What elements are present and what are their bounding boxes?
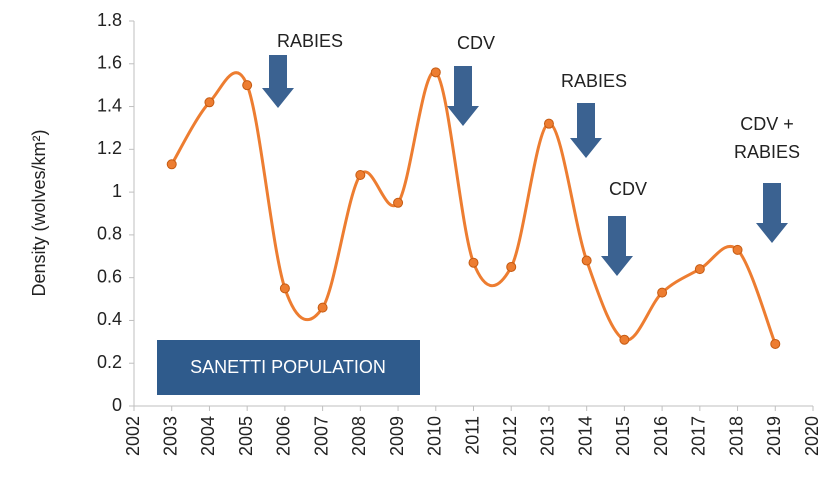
annotation-text: RABIES: [734, 142, 800, 162]
x-tick-label: 2005: [236, 416, 256, 456]
x-tick-label: 2008: [349, 416, 369, 456]
y-tick-label: 0.4: [97, 309, 122, 329]
data-point: [619, 334, 630, 345]
data-point: [279, 283, 290, 294]
y-axis-label: Density (wolves/km²): [29, 129, 49, 296]
x-tick-label: 2006: [274, 416, 294, 456]
data-point: [430, 67, 441, 78]
y-tick-label: 0.6: [97, 266, 122, 286]
x-tick-label: 2002: [123, 416, 143, 456]
data-point: [657, 287, 668, 298]
x-tick-label: 2015: [613, 416, 633, 456]
data-point: [732, 244, 743, 255]
data-point: [393, 197, 404, 208]
x-tick-label: 2017: [689, 416, 709, 456]
x-tick-label: 2014: [575, 416, 595, 456]
label-box: [157, 340, 420, 395]
annotation-arrow: [570, 103, 602, 158]
x-tick-label: 2011: [462, 416, 482, 455]
data-point: [581, 255, 592, 266]
series-label: SANETTI POPULATION: [190, 357, 386, 377]
annotation-text: RABIES: [561, 71, 627, 91]
data-point: [468, 257, 479, 268]
y-tick-label: 0.2: [97, 352, 122, 372]
annotation-text: CDV +: [740, 114, 794, 134]
data-point: [317, 302, 328, 313]
annotation-arrow: [601, 216, 633, 276]
annotation-arrow: [262, 55, 294, 108]
y-tick-label: 1.4: [97, 95, 122, 115]
x-tick-label: 2003: [160, 416, 180, 456]
data-point: [204, 97, 215, 108]
x-tick-label: 2019: [764, 416, 784, 456]
data-point: [506, 261, 517, 272]
y-tick-label: 0.8: [97, 224, 122, 244]
annotation-text: RABIES: [277, 31, 343, 51]
y-tick-label: 1.6: [97, 53, 122, 73]
data-point: [166, 159, 177, 170]
annotation-arrow: [756, 183, 788, 243]
y-tick-label: 1: [112, 181, 122, 201]
x-tick-label: 2018: [726, 416, 746, 456]
x-tick-label: 2007: [311, 416, 331, 456]
data-point: [770, 338, 781, 349]
y-tick-label: 0: [112, 395, 122, 415]
x-tick-label: 2016: [651, 416, 671, 456]
annotation-text: CDV: [609, 179, 647, 199]
x-tick-label: 2009: [387, 416, 407, 456]
x-tick-label: 2020: [802, 416, 822, 456]
x-tick-label: 2004: [198, 416, 218, 456]
data-point: [355, 170, 366, 180]
annotation-text: CDV: [457, 33, 495, 53]
y-tick-label: 1.2: [97, 138, 122, 158]
x-tick-label: 2013: [538, 416, 558, 456]
x-tick-label: 2010: [425, 416, 445, 456]
data-point: [543, 118, 554, 129]
x-tick-label: 2012: [500, 416, 520, 456]
data-point: [242, 80, 253, 91]
annotation-arrow: [447, 66, 479, 126]
y-tick-label: 1.8: [97, 10, 122, 30]
data-point: [694, 264, 705, 275]
